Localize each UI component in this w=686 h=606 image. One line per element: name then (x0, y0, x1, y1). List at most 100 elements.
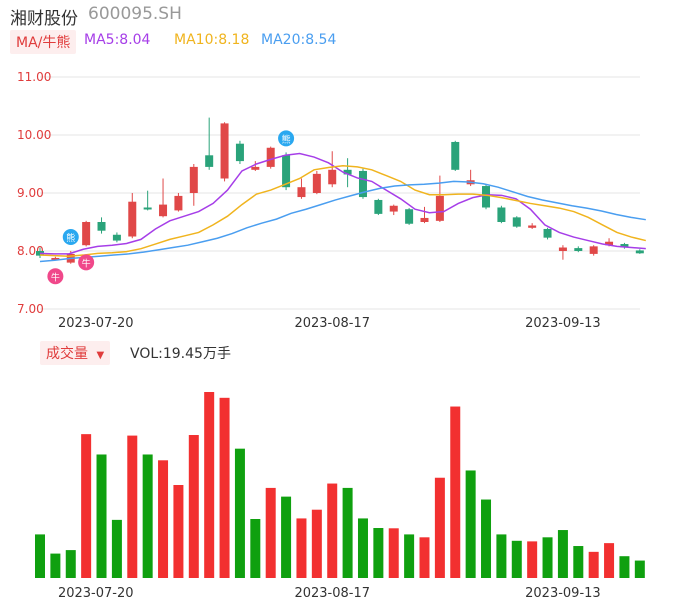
volume-indicator-toggle[interactable]: 成交量 ▼ (40, 341, 111, 365)
candle-body (251, 166, 260, 170)
candle-body (497, 207, 506, 222)
candle-body (266, 147, 275, 167)
candle-body (174, 195, 183, 211)
candle-body (512, 217, 521, 227)
candle-body (574, 248, 583, 251)
x-tick-label: 2023-09-13 (525, 316, 601, 331)
candle-body (82, 222, 91, 246)
candle-body (282, 155, 291, 188)
y-tick-label: 7.00 (17, 302, 44, 316)
volume-bar (388, 528, 399, 578)
marker-label: 牛 (51, 271, 60, 283)
marker-label: 牛 (82, 257, 91, 269)
ma10-line (39, 164, 646, 257)
candle-body (159, 204, 168, 217)
candle-body (435, 195, 444, 221)
candle-body (235, 143, 244, 162)
volume-toggle-label: 成交量 (46, 346, 88, 362)
volume-bar (158, 460, 169, 578)
chevron-down-icon: ▼ (96, 350, 105, 361)
volume-bar (296, 518, 307, 578)
candle-body (605, 241, 614, 246)
candle-body (189, 166, 198, 193)
x-tick-label: 2023-07-20 (58, 586, 134, 601)
candle-body (389, 205, 398, 212)
candle-body (620, 244, 629, 248)
candle-body (358, 170, 367, 198)
candle-body (482, 186, 491, 208)
volume-bar (465, 470, 476, 578)
volume-bar (311, 509, 322, 578)
volume-bar (250, 519, 261, 578)
volume-bar (527, 541, 538, 578)
volume-bar (327, 483, 338, 578)
candle-body (220, 123, 229, 179)
volume-bar (173, 485, 184, 578)
volume-bar (542, 537, 553, 578)
volume-bar (557, 530, 568, 578)
volume-bar (450, 406, 461, 578)
volume-value-label: VOL:19.45万手 (130, 346, 231, 362)
volume-bar (481, 499, 492, 578)
marker-label: 熊 (282, 133, 291, 145)
stock-name: 湘财股份 (10, 9, 78, 29)
x-tick-label: 2023-08-17 (294, 586, 370, 601)
ma5-legend: MA5:8.04 (84, 32, 151, 48)
ma20-line (39, 180, 646, 263)
volume-bar (81, 434, 92, 578)
candle-body (589, 246, 598, 254)
bear-marker-icon (278, 130, 295, 147)
candle-body (374, 199, 383, 214)
candle-body (297, 187, 306, 198)
volume-bar (634, 560, 645, 578)
ma10-legend: MA10:8.18 (174, 32, 250, 48)
volume-bar (573, 546, 584, 578)
candle-body (128, 201, 137, 237)
volume-bar (96, 454, 107, 578)
volume-bar (281, 496, 292, 578)
candle-body (543, 228, 552, 238)
candle-body (51, 257, 60, 260)
candle-body (635, 250, 644, 254)
volume-bar (234, 448, 245, 578)
marker-label: 熊 (66, 232, 75, 244)
candle-body (97, 222, 106, 231)
candle-body (405, 209, 414, 224)
volume-bar (342, 487, 353, 578)
x-tick-label: 2023-08-17 (294, 316, 370, 331)
volume-bar (111, 519, 122, 578)
candle-body (420, 217, 429, 222)
volume-bar (373, 528, 384, 578)
volume-bar (496, 534, 507, 578)
bull-marker-icon (78, 254, 95, 271)
bull-marker-icon (47, 268, 64, 285)
volume-bar (404, 534, 415, 578)
candle-body (143, 207, 152, 210)
volume-bar (588, 551, 599, 578)
candle-body (451, 141, 460, 170)
candle-body (112, 234, 121, 241)
volume-bar (50, 553, 61, 578)
volume-bar (142, 454, 153, 578)
volume-bar (604, 543, 615, 578)
x-tick-label: 2023-09-13 (525, 586, 601, 601)
ma-indicator-toggle[interactable]: MA/牛熊 (10, 30, 77, 54)
x-tick-label: 2023-07-20 (58, 316, 134, 331)
volume-bar (357, 518, 368, 578)
volume-bar (188, 435, 199, 578)
ma20-legend: MA20:8.54 (261, 32, 337, 48)
bear-marker-icon (62, 229, 79, 245)
volume-bar (419, 537, 430, 578)
volume-bar (219, 397, 230, 578)
candle-body (343, 169, 352, 175)
y-tick-label: 11.00 (17, 70, 51, 84)
volume-bar (619, 556, 630, 578)
volume-bar (35, 534, 45, 578)
candle-body (328, 169, 337, 185)
stock-code: 600095.SH (88, 4, 182, 24)
candle-body (312, 173, 321, 193)
y-tick-label: 9.00 (17, 186, 44, 200)
candle-body (205, 155, 214, 167)
candle-body (558, 247, 567, 251)
